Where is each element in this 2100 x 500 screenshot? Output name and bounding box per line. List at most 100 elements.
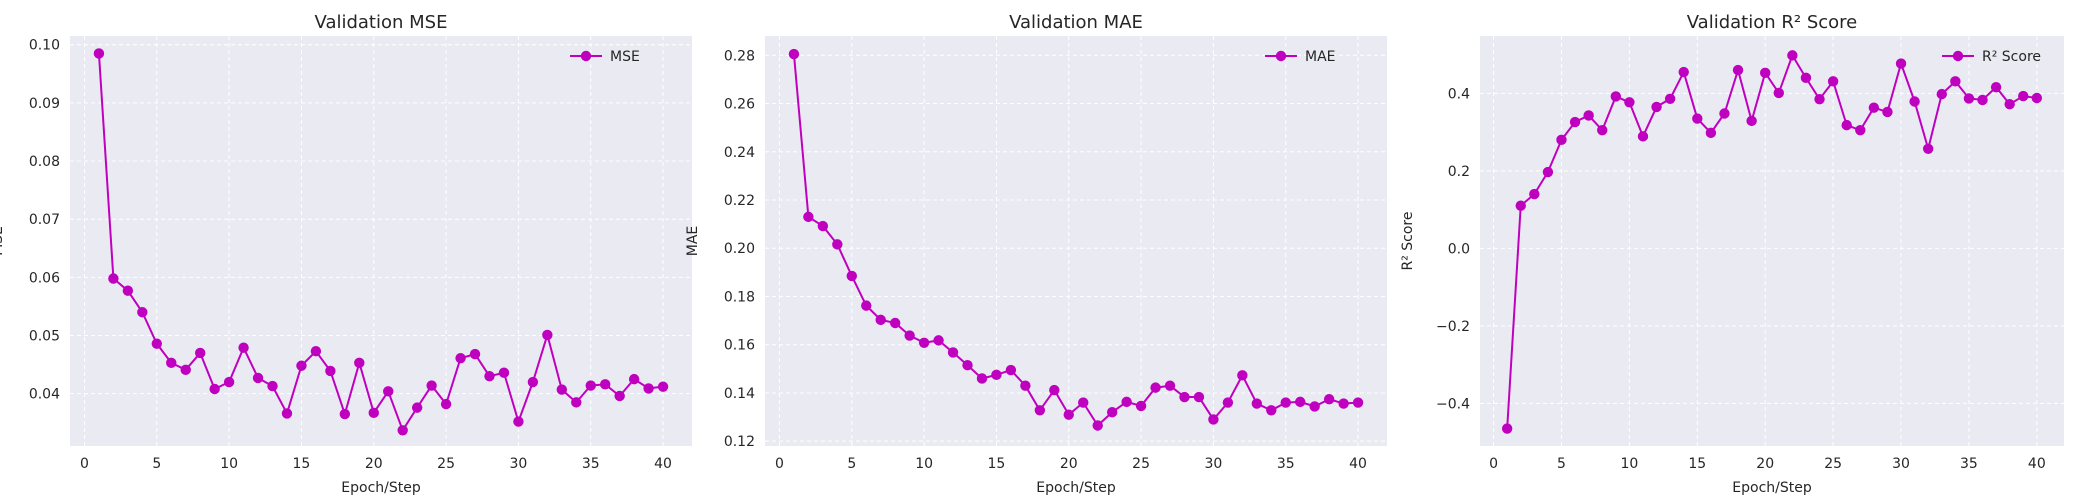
data-point [1569,116,1581,128]
y-tick-label: −0.2 [1436,319,1470,335]
data-point [108,273,119,284]
data-point [484,371,495,382]
data-point [93,48,105,59]
data-point [1692,113,1703,124]
y-tick-label: 0.04 [29,387,60,403]
data-point [368,407,379,419]
y-tick-label: −0.4 [1436,396,1470,412]
data-point [354,357,365,369]
data-point [426,380,437,391]
data-point [1760,67,1771,79]
data-point [643,383,654,394]
data-point [1624,97,1635,108]
data-point [1179,391,1190,403]
data-point [1651,101,1662,113]
data-point [1338,398,1349,409]
data-point [223,376,235,388]
data-point [455,352,466,364]
data-point [267,380,278,392]
data-point [1583,110,1594,121]
data-point [1542,166,1554,178]
data-point [310,346,322,357]
chart-panel-r2: 0 5 10 15 20 25 30 35 40 −0.4 −0.2 0.0 0.2 0.4 Validat… [1400,12,2064,496]
data-point [411,402,423,413]
data-point [1637,131,1649,142]
y-tick-label: 0.16 [724,338,755,354]
x-axis-label: Epoch/Step [1732,480,1812,496]
data-point [1705,127,1717,139]
y-tick-label: 0.2 [1448,164,1470,180]
data-point [209,383,220,395]
x-tick-label: 5 [847,456,856,472]
data-point [1266,405,1277,416]
chart-panel-mse: 0 5 10 15 20 25 30 35 40 0.04 0.05 0.06 0.07 0.08 0.09… [0,12,692,496]
data-point [296,360,307,371]
data-point [1063,409,1074,420]
x-tick-label: 0 [775,456,784,472]
data-point [628,373,640,385]
data-point [1746,115,1757,127]
data-point [585,380,596,391]
data-point [1092,420,1103,431]
plot-area [1480,36,2064,446]
legend-label: MAE [1305,49,1336,65]
data-point [151,338,162,349]
series-line [1506,54,2037,429]
data-point [2018,90,2029,102]
data-point [1280,397,1291,408]
data-point [1135,400,1147,412]
data-point [1719,108,1730,119]
data-point [1237,370,1248,381]
x-tick-label: 35 [582,456,600,472]
data-point [1977,94,1988,106]
x-tick-label: 25 [437,456,455,472]
x-tick-label: 35 [1277,456,1295,472]
data-point [1787,50,1798,61]
y-axis-label: MSE [0,226,6,256]
y-axis-label: R² Score [1400,211,1416,270]
data-point [1882,106,1893,118]
data-point [1529,188,1540,200]
y-tick-label: 0.05 [29,329,60,345]
data-point [1049,384,1060,396]
data-point [1501,423,1513,434]
data-point [513,416,524,427]
y-tick-label: 0.20 [724,241,755,257]
data-point [166,357,177,369]
data-point [469,348,481,360]
data-point [1106,407,1118,418]
data-point [252,372,264,384]
data-point [1164,380,1176,391]
data-point [1855,124,1866,136]
data-point [1005,364,1017,376]
data-point [397,425,408,436]
legend: R² Score [1942,49,2041,65]
chart-title: Validation MSE [315,12,448,33]
data-point [1800,72,1812,84]
data-point [962,360,973,371]
legend-label: MSE [610,49,640,65]
data-point [1323,394,1335,405]
data-point [238,342,249,353]
data-point [1020,380,1031,391]
data-point [904,330,915,341]
x-tick-label: 40 [2028,456,2046,472]
chart-panel-mae: 0 5 10 15 20 25 30 35 40 0.12 0.14 0.16 0.18 0.20 0.22… [685,12,1387,496]
data-point [1251,398,1263,409]
data-point [2031,92,2043,104]
data-point [440,398,452,410]
y-tick-label: 0.14 [724,386,755,402]
data-point [889,317,901,329]
data-point [1295,396,1306,408]
data-point [1773,87,1784,99]
data-point [1950,76,1961,87]
data-point [803,211,814,223]
data-point [817,220,829,232]
x-tick-label: 0 [80,456,89,472]
x-tick-label: 15 [1688,456,1706,472]
data-point [918,337,930,348]
y-tick-label: 0.07 [29,212,60,228]
y-axis-label: MAE [685,226,701,257]
x-tick-label: 10 [915,456,933,472]
